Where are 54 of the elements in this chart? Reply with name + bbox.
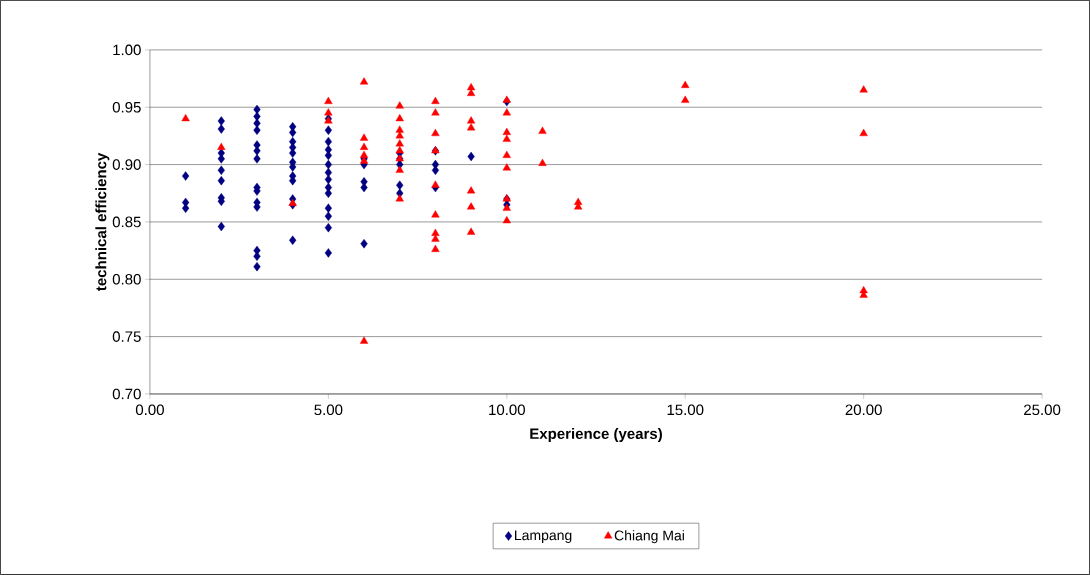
point [395,101,404,109]
x-tick-label: 5.00 [314,404,343,416]
y-tick-label: 0.80 [112,274,141,285]
point [502,127,511,135]
point [502,150,511,158]
point [502,108,511,116]
legend-label: Chiang Mai [614,530,684,544]
point [502,216,511,224]
x-tick-label: 15.00 [667,404,704,416]
y-tick-label: 0.95 [112,101,141,113]
point [324,108,333,116]
point [502,163,511,171]
point [467,202,476,210]
point [324,96,333,105]
legend-label: Lampang [515,530,572,544]
point [395,131,404,139]
x-tick-label: 20.00 [845,404,882,416]
point [502,95,511,103]
point [359,142,369,150]
point [395,114,404,122]
point [359,77,369,85]
y-axis-title: technical efficiency [95,152,110,291]
point [467,123,476,131]
x-tick-label: 10.00 [489,404,525,416]
x-tick-label: 25.00 [1024,404,1061,416]
y-tick-label: 0.75 [112,331,141,342]
point [395,146,404,154]
y-tick-label: 0.85 [112,216,141,228]
point [217,142,226,150]
point [359,133,369,141]
point [859,85,868,93]
point [502,134,511,142]
point [467,227,476,235]
x-tick-label: 0.00 [135,404,164,416]
point [681,80,690,88]
point [467,116,476,124]
point [431,244,440,252]
y-tick-label: 1.00 [113,44,141,56]
point [431,234,440,242]
y-tick-label: 0.90 [112,159,141,170]
point [431,128,440,137]
point [431,108,440,116]
point [538,126,547,134]
point [859,128,868,137]
point [431,210,440,218]
y-tick-label: 0.70 [112,388,141,400]
point [681,95,690,103]
x-axis-title: Experience (years) [530,428,662,443]
point [181,114,190,122]
point [359,336,369,344]
point [538,158,547,166]
point [431,96,440,105]
point [467,186,476,194]
point [395,139,404,147]
